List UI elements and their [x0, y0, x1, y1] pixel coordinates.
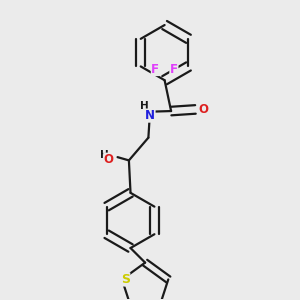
Text: H: H — [140, 101, 148, 111]
Text: F: F — [151, 62, 159, 76]
Text: H: H — [100, 149, 109, 160]
Text: O: O — [104, 153, 114, 166]
Text: S: S — [121, 273, 130, 286]
Text: O: O — [199, 103, 208, 116]
Text: N: N — [145, 109, 155, 122]
Text: F: F — [170, 62, 178, 76]
